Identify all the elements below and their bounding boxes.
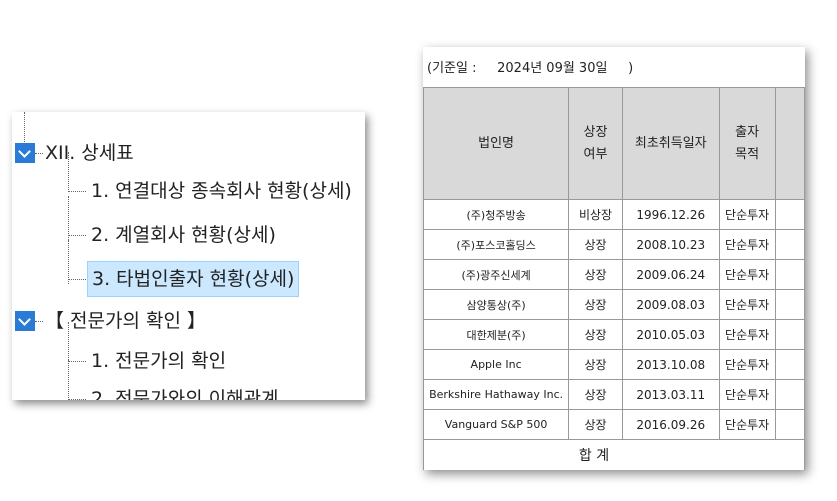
table-cell: 상장 — [568, 229, 623, 260]
tree-connector — [68, 322, 69, 362]
node-label[interactable]: 2. 계열회사 현황(상세) — [91, 224, 276, 246]
table-cell: (주)청주방송 — [423, 199, 570, 230]
tree-connector — [68, 360, 69, 400]
table-cell: 단순투자 — [718, 199, 776, 230]
tree-node[interactable]: 2. 계열회사 현황(상세) — [91, 216, 276, 254]
table-cell: 2016.09.26 — [621, 409, 720, 440]
table-cell: 2013.10.08 — [621, 349, 720, 380]
table-cell-extra — [774, 259, 805, 290]
tree-connector — [68, 399, 86, 400]
table-cell-extra — [774, 349, 805, 380]
table-cell: 2009.06.24 — [621, 259, 720, 290]
table-cell-extra — [774, 289, 805, 320]
table-cell-extra — [774, 409, 805, 440]
expand-icon[interactable] — [15, 311, 35, 331]
tree-connector — [68, 152, 69, 192]
table-cell: 상장 — [568, 379, 623, 410]
table-row: 대한제분(주) 상장 2010.05.03 단순투자 — [423, 319, 805, 350]
node-label[interactable]: 【 전문가의 확인 】 — [45, 310, 206, 332]
table-row: (주)포스코홀딩스 상장 2008.10.23 단순투자 — [423, 229, 805, 260]
table-cell: 상장 — [568, 259, 623, 290]
table-cell-extra — [774, 229, 805, 260]
table-panel: (기준일 : 2024년 09월 30일 ) 법인명 상장 여부 최초취득일자 출자 … — [423, 47, 805, 470]
table-cell: 단순투자 — [718, 229, 776, 260]
table-cell-extra — [774, 319, 805, 350]
tree-view: XII. 상세표 1. 연결대상 종속회사 현황(상세) 2. 계열회사 현황(상세… — [12, 112, 365, 400]
table-row: Vanguard S&P 500 상장 2016.09.26 단순투자 — [423, 409, 805, 440]
table-cell: (주)광주신세계 — [423, 259, 570, 290]
table-cell: Vanguard S&P 500 — [423, 409, 570, 440]
tree-node[interactable]: XII. 상세표 — [45, 134, 134, 172]
table-cell: 2010.05.03 — [621, 319, 720, 350]
table-cell: 상장 — [568, 319, 623, 350]
tree-connector — [68, 279, 86, 280]
table-cell: 2009.08.03 — [621, 289, 720, 320]
table-cell: 단순투자 — [718, 379, 776, 410]
tree-node[interactable]: 2. 전문가와의 이해관계 — [91, 380, 279, 400]
table-cell: 단순투자 — [718, 259, 776, 290]
table-cell: 상장 — [568, 409, 623, 440]
tree-connector — [68, 361, 86, 362]
table-row: (주)청주방송 비상장 1996.12.26 단순투자 — [423, 199, 805, 230]
table-cell: 상장 — [568, 349, 623, 380]
table-cell-extra — [774, 199, 805, 230]
table-cell: (주)포스코홀딩스 — [423, 229, 570, 260]
table-row: Apple Inc 상장 2013.10.08 단순투자 — [423, 349, 805, 380]
header-row: 법인명 상장 여부 최초취득일자 출자 목적 — [423, 87, 805, 200]
table-cell: 2008.10.23 — [621, 229, 720, 260]
table-row: Berkshire Hathaway Inc. 상장 2013.03.11 단순투자 — [423, 379, 805, 410]
column-header: 상장 여부 — [568, 87, 623, 200]
total-label: 합 계 — [423, 439, 805, 470]
column-header: 법인명 — [423, 87, 570, 200]
table-cell: 단순투자 — [718, 289, 776, 320]
table-cell: 대한제분(주) — [423, 319, 570, 350]
total-row: 합 계 — [423, 439, 805, 470]
table-cell: 단순투자 — [718, 319, 776, 350]
tree-node[interactable]: 1. 전문가의 확인 — [91, 342, 226, 380]
tree-node[interactable]: 【 전문가의 확인 】 — [45, 302, 206, 340]
tree-connector — [68, 196, 69, 240]
node-label[interactable]: 1. 전문가의 확인 — [91, 350, 227, 372]
node-label[interactable]: 2. 전문가와의 이해관계 — [91, 388, 279, 400]
tree-connector — [35, 321, 43, 322]
tree-node[interactable]: 1. 연결대상 종속회사 현황(상세) — [91, 172, 352, 210]
node-label[interactable]: 3. 타법인출자 현황(상세) — [87, 261, 300, 297]
node-label[interactable]: 1. 연결대상 종속회사 현황(상세) — [91, 180, 352, 202]
table-cell: Apple Inc — [423, 349, 570, 380]
column-header: 최초취득일자 — [621, 87, 720, 200]
table-cell: 1996.12.26 — [621, 199, 720, 230]
table-cell: 비상장 — [568, 199, 623, 230]
table-cell: 단순투자 — [718, 349, 776, 380]
node-label[interactable]: XII. 상세표 — [45, 142, 134, 164]
tree-connector — [68, 235, 86, 236]
table-cell-extra — [774, 379, 805, 410]
tree-connector — [68, 191, 86, 192]
table-body: (주)청주방송 비상장 1996.12.26 단순투자 (주)포스코홀딩스 상장 2008.… — [423, 199, 805, 470]
investment-table: 법인명 상장 여부 최초취득일자 출자 목적 (주)청주방송 비상장 1996.12.26… — [423, 87, 805, 470]
table-cell: 삼양통상(주) — [423, 289, 570, 320]
table-cell: 2013.03.11 — [621, 379, 720, 410]
tree-node[interactable]: 3. 타법인출자 현황(상세) — [87, 260, 300, 298]
column-header: 출자 목적 — [718, 87, 776, 200]
tree-connector — [35, 153, 43, 154]
table-row: (주)광주신세계 상장 2009.06.24 단순투자 — [423, 259, 805, 290]
table-cell: 단순투자 — [718, 409, 776, 440]
tree-connector — [68, 240, 69, 284]
tree-line — [24, 112, 25, 142]
table-cell: 상장 — [568, 289, 623, 320]
column-header-extra — [774, 87, 805, 200]
table-cell: Berkshire Hathaway Inc. — [423, 379, 570, 410]
base-date: (기준일 : 2024년 09월 30일 ) — [427, 61, 634, 76]
expand-icon[interactable] — [15, 143, 35, 163]
table-row: 삼양통상(주) 상장 2009.08.03 단순투자 — [423, 289, 805, 320]
